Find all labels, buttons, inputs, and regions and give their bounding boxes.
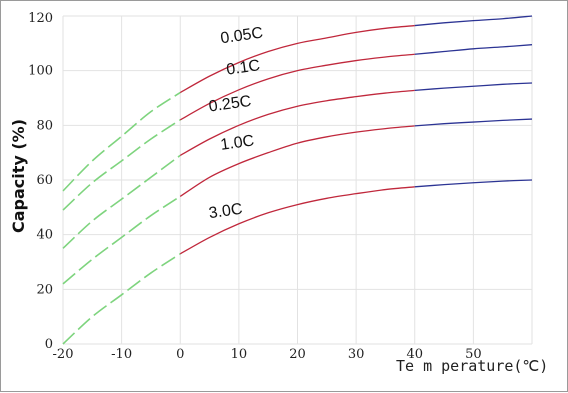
y-tick-label: 20 <box>36 282 53 297</box>
series-line-3-0C-above-40 <box>414 179 533 188</box>
x-tick-label: 20 <box>289 347 306 362</box>
series-line-3-0C-0-to-40 <box>179 186 415 255</box>
y-tick-label: 120 <box>28 11 53 26</box>
y-tick-label: 60 <box>36 173 53 188</box>
x-tick-label: -10 <box>111 347 132 362</box>
y-tick-label: 0 <box>45 337 53 352</box>
grid <box>62 15 533 345</box>
series-line-1-0C-below-0 <box>62 195 181 285</box>
curve-label-0-05C: 0.05C <box>219 25 264 48</box>
y-tick-label: 100 <box>28 64 53 79</box>
series-line-0-05C-above-40 <box>414 15 533 27</box>
curves <box>62 15 533 345</box>
x-tick-label: 30 <box>348 347 365 362</box>
curve-labels: 0.05C 0.1C 0.25C 1.0C 3.0C <box>208 25 264 223</box>
curve-label-0-1C: 0.1C <box>225 57 261 79</box>
y-tick-label: 80 <box>36 118 53 133</box>
series-line-0-25C-below-0 <box>62 154 181 249</box>
series-line-0-1C-0-to-40 <box>179 53 415 121</box>
curve-label-3-0C: 3.0C <box>208 201 244 223</box>
series-line-0-1C-above-40 <box>414 44 533 55</box>
tick-labels: -20 -10 0 10 20 30 40 50 0 20 40 60 80 100 120 <box>28 11 481 362</box>
x-tick-label: 0 <box>176 347 184 362</box>
series-line-1-0C-above-40 <box>414 118 533 127</box>
series-line-1-0C-0-to-40 <box>179 125 415 197</box>
series-line-0-1C-below-0 <box>62 119 181 211</box>
x-tick-label: 50 <box>465 347 482 362</box>
x-tick-label: 10 <box>231 347 248 362</box>
x-axis-label: Te m perature(℃) <box>396 357 548 375</box>
series-line-0-05C-0-to-40 <box>179 24 415 94</box>
x-tick-label: 40 <box>406 347 423 362</box>
curve-label-1-0C: 1.0C <box>219 132 255 154</box>
series-line-0-25C-above-40 <box>414 82 533 91</box>
x-tick-label: -20 <box>53 347 74 362</box>
series-line-0-25C-0-to-40 <box>179 89 415 156</box>
y-axis-label: Capacity (%) <box>9 119 28 233</box>
y-tick-label: 40 <box>36 228 53 243</box>
series-line-3-0C-below-0 <box>62 253 181 345</box>
series-line-0-05C-below-0 <box>62 91 181 192</box>
curve-label-0-25C: 0.25C <box>208 93 253 116</box>
